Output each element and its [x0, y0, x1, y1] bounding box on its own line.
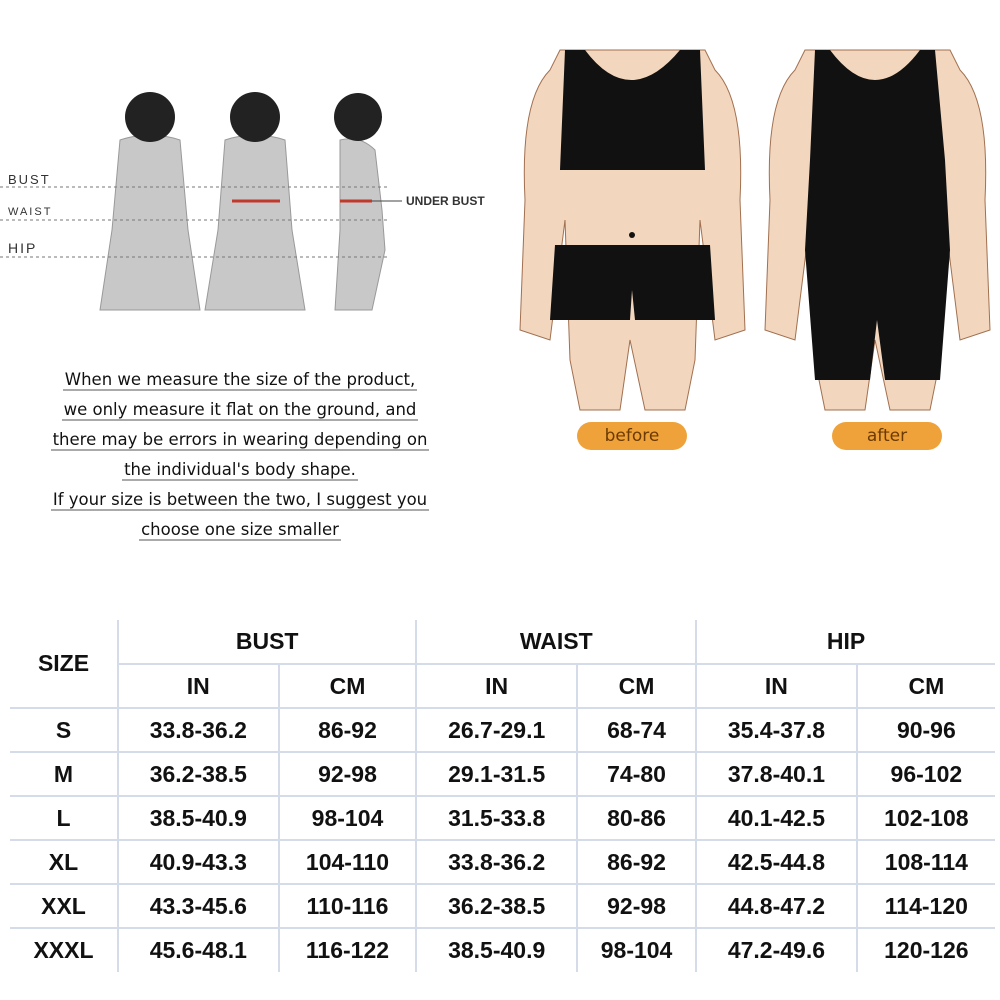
measurement-cell: 68-74 [575, 707, 698, 753]
size-cell: XXXL [10, 927, 119, 972]
measurement-cell: 36.2-38.5 [415, 883, 578, 929]
unit-header: IN [695, 663, 858, 709]
measurement-cell: 33.8-36.2 [117, 707, 280, 753]
note-line: choose one size smaller [139, 520, 341, 541]
figure-side [334, 138, 386, 311]
unit-header: IN [118, 663, 280, 709]
measurement-cell: 86-92 [277, 707, 418, 753]
size-cell: M [10, 751, 119, 797]
measurement-cell: 120-126 [855, 927, 995, 972]
measurement-cell: 92-98 [277, 751, 418, 797]
measurement-cell: 35.4-37.8 [695, 707, 858, 753]
measurement-cell: 116-122 [277, 927, 418, 972]
figure-back [99, 134, 201, 311]
measurement-cell: 98-104 [277, 795, 418, 841]
measurement-cell: 40.9-43.3 [117, 839, 280, 885]
before-after-illustration [519, 49, 991, 411]
table-row: L 38.5-40.9 98-104 31.5-33.8 80-86 40.1-42.5 1… [10, 795, 995, 841]
label-hip: HIP [8, 240, 38, 256]
figure-before [519, 49, 746, 411]
group-header-waist: WAIST [415, 620, 698, 665]
measurement-cell: 110-116 [277, 883, 418, 929]
measurement-cell: 38.5-40.9 [415, 927, 578, 972]
table-row: S 33.8-36.2 86-92 26.7-29.1 68-74 35.4-37.8 90… [10, 707, 995, 753]
label-bust: BUST [8, 172, 51, 187]
measurement-cell: 74-80 [575, 751, 698, 797]
group-header-bust: BUST [116, 620, 418, 665]
measurement-cell: 86-92 [575, 839, 698, 885]
table-row: XL 40.9-43.3 104-110 33.8-36.2 86-92 42.5-44.… [10, 839, 995, 885]
measurement-cell: 37.8-40.1 [695, 751, 858, 797]
measurement-cell: 29.1-31.5 [415, 751, 578, 797]
figure-front [204, 134, 306, 311]
measurement-cell: 80-86 [575, 795, 698, 841]
measurement-cell: 42.5-44.8 [695, 839, 858, 885]
measurement-cell: 47.2-49.6 [695, 927, 858, 972]
unit-header: CM [277, 663, 418, 709]
unit-header: IN [415, 663, 578, 709]
label-waist: WAIST [8, 206, 53, 218]
measurement-cell: 38.5-40.9 [117, 795, 280, 841]
size-cell: L [10, 795, 119, 841]
measurement-notes: When we measure the size of the product,… [0, 365, 480, 545]
table-unit-row: IN CM IN CM IN CM [10, 663, 995, 709]
note-line: we only measure it flat on the ground, a… [61, 400, 419, 421]
table-row: XXL 43.3-45.6 110-116 36.2-38.5 92-98 44.8-47… [10, 883, 995, 929]
measurement-diagram [0, 92, 402, 311]
before-badge: before [577, 422, 687, 450]
figure-after [764, 49, 991, 411]
note-line: there may be errors in wearing depending… [50, 430, 430, 451]
measurement-cell: 40.1-42.5 [695, 795, 858, 841]
measurement-cell: 44.8-47.2 [695, 883, 858, 929]
measurement-cell: 114-120 [855, 883, 995, 929]
measurement-cell: 92-98 [575, 883, 698, 929]
note-line: When we measure the size of the product, [62, 370, 418, 391]
measurement-cell: 90-96 [855, 707, 995, 753]
label-under-bust: UNDER BUST [406, 194, 485, 208]
note-line: If your size is between the two, I sugge… [50, 490, 430, 511]
note-line: the individual's body shape. [122, 460, 358, 481]
table-row: M 36.2-38.5 92-98 29.1-31.5 74-80 37.8-40.1 96… [10, 751, 995, 797]
size-cell: XL [10, 839, 119, 885]
measurement-cell: 102-108 [855, 795, 995, 841]
measurement-cell: 98-104 [575, 927, 698, 972]
table-row: XXXL 45.6-48.1 116-122 38.5-40.9 98-104 47.2-… [10, 927, 995, 972]
after-badge: after [832, 422, 942, 450]
table-header-row: SIZE BUST WAIST HIP [10, 620, 995, 709]
unit-header: CM [855, 663, 995, 709]
size-cell: S [10, 707, 119, 753]
measurement-cell: 104-110 [277, 839, 418, 885]
measurement-cell: 33.8-36.2 [415, 839, 578, 885]
size-cell: XXL [10, 883, 119, 929]
group-header-hip: HIP [695, 620, 995, 665]
measurement-cell: 96-102 [855, 751, 995, 797]
measurement-cell: 31.5-33.8 [415, 795, 578, 841]
unit-header: CM [575, 663, 698, 709]
size-header: SIZE [10, 620, 119, 709]
measurement-cell: 43.3-45.6 [117, 883, 280, 929]
measurement-cell: 45.6-48.1 [117, 927, 280, 972]
measurement-cell: 26.7-29.1 [415, 707, 578, 753]
measurement-cell: 36.2-38.5 [117, 751, 280, 797]
measurement-cell: 108-114 [855, 839, 995, 885]
